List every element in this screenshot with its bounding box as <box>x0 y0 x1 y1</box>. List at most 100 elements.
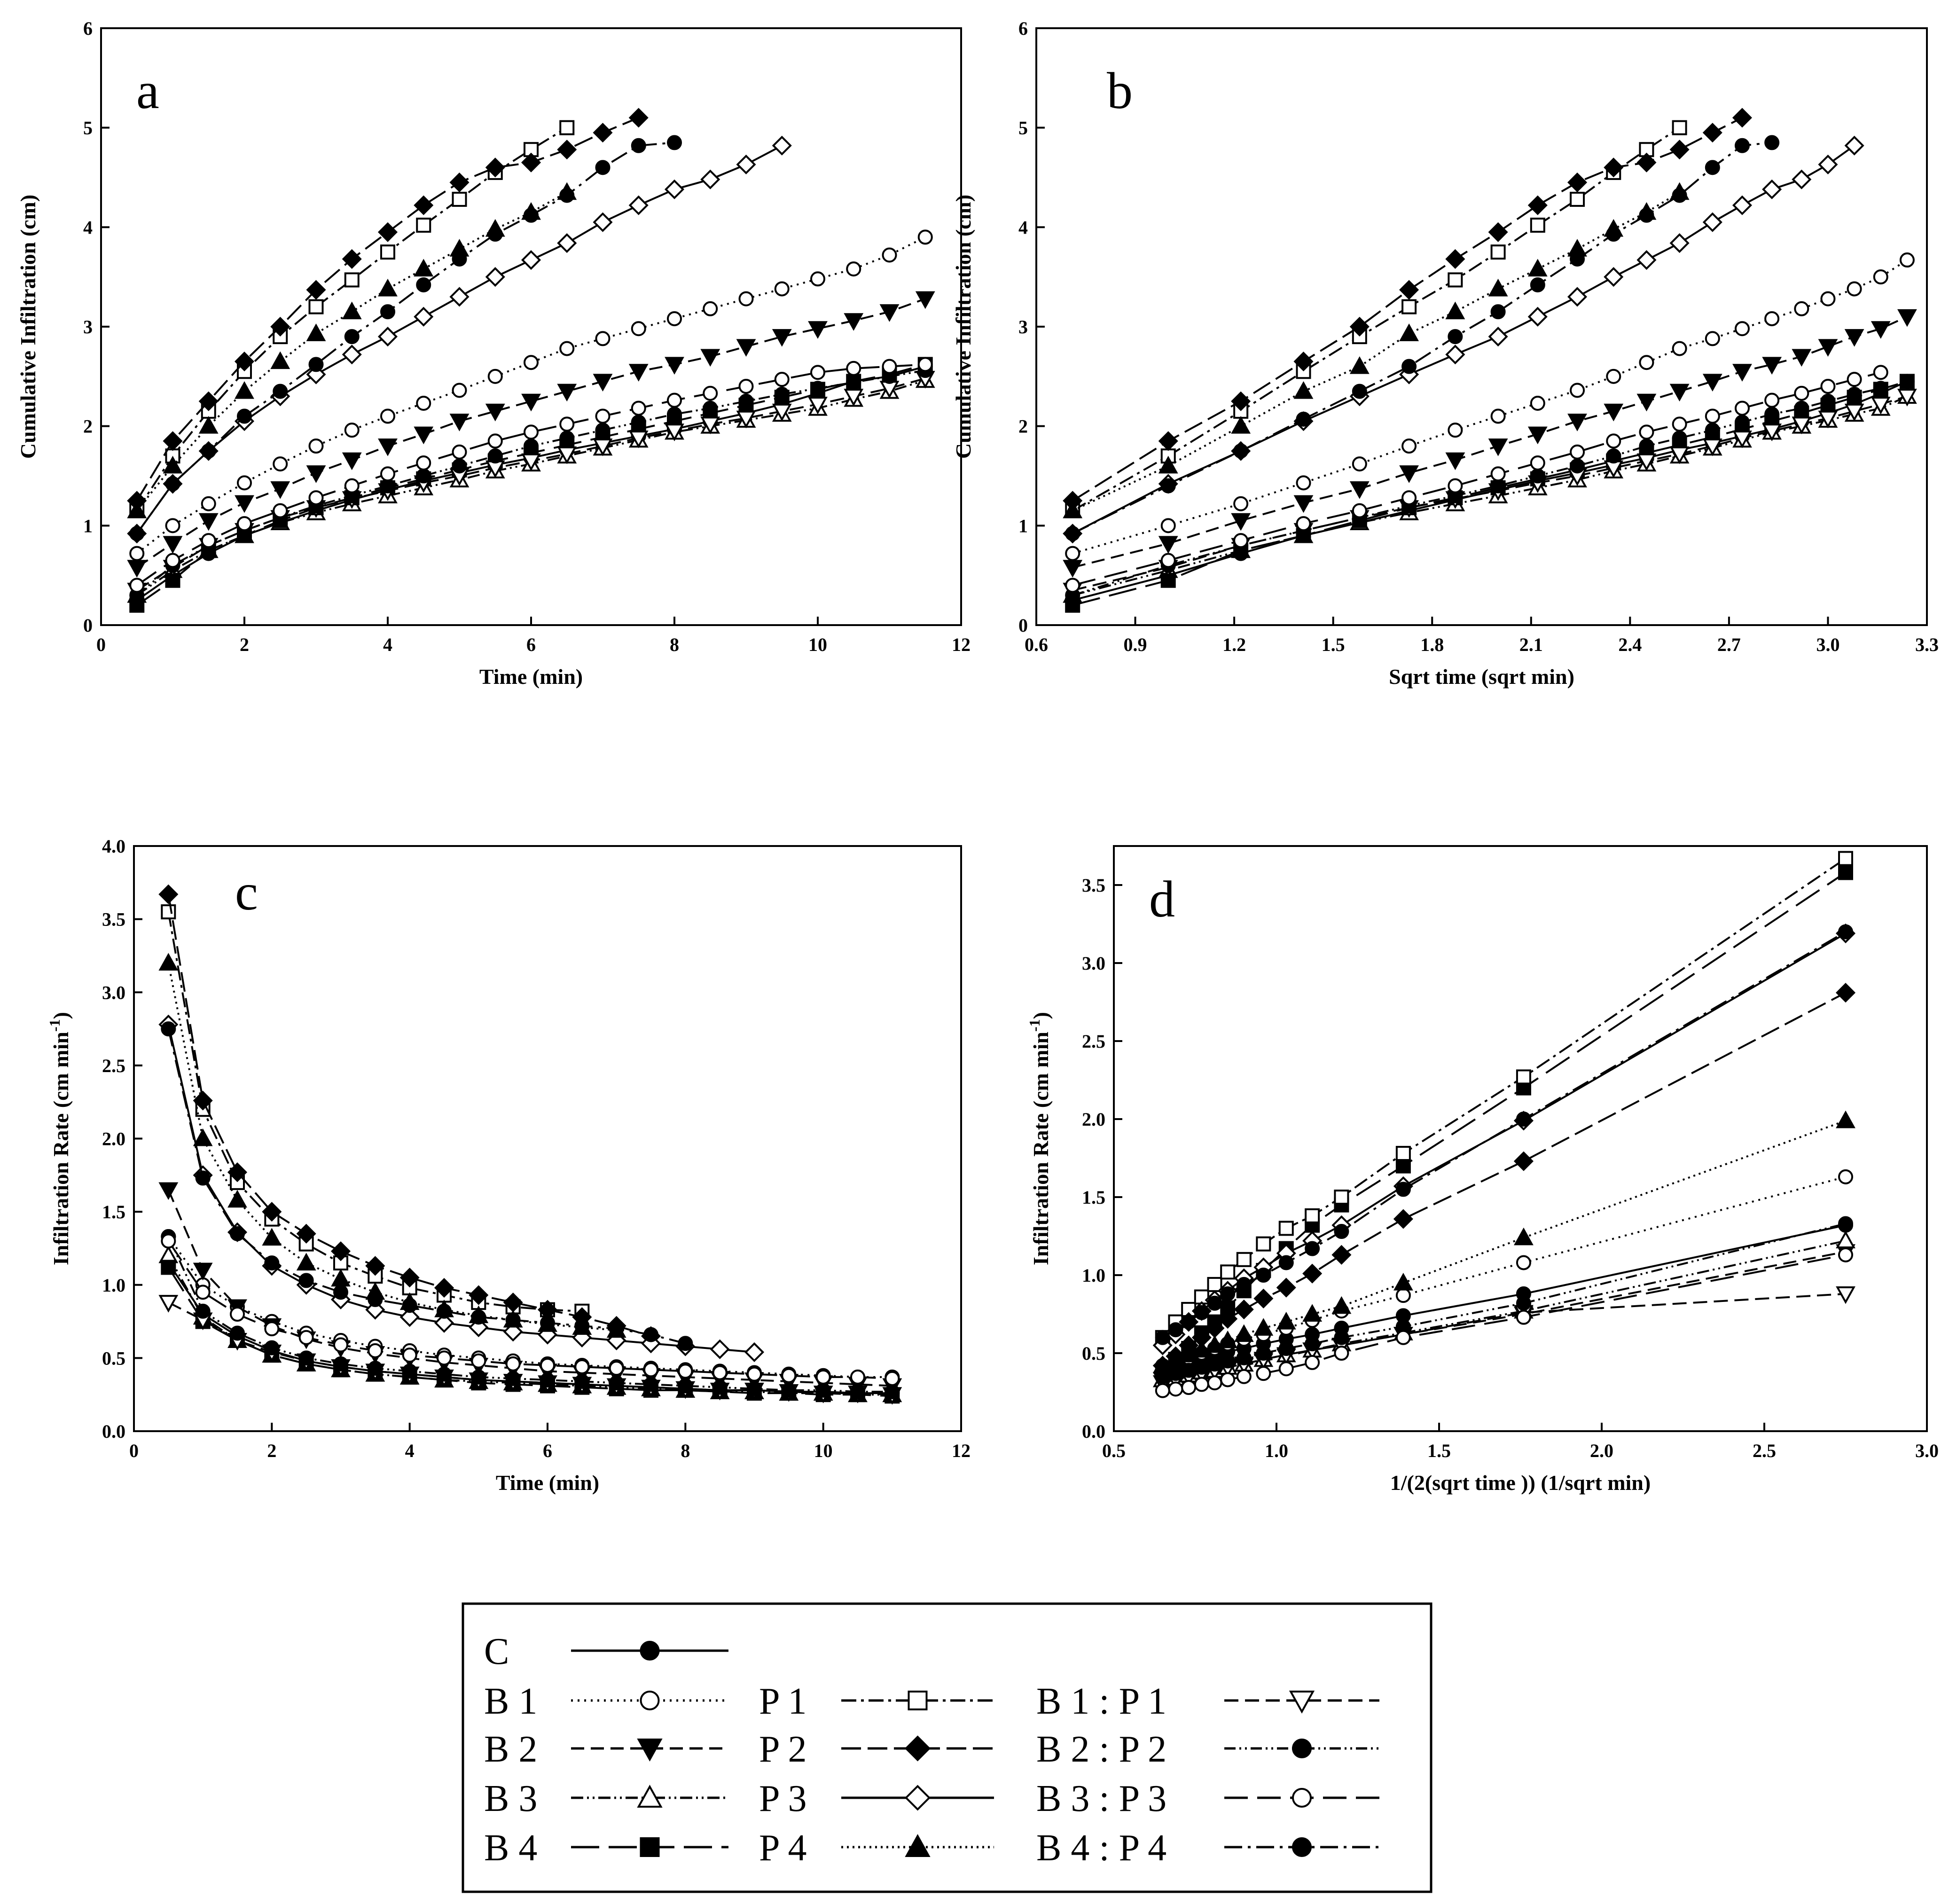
series-line <box>136 141 675 534</box>
legend-entry-b4: B 4 <box>484 1827 728 1869</box>
marker-circle <box>344 329 360 345</box>
marker-square <box>1395 1158 1411 1174</box>
series-b4-p4 <box>1065 135 1780 541</box>
series-line <box>167 1267 892 1397</box>
marker-circle <box>1448 478 1463 494</box>
marker-circle <box>1606 433 1621 449</box>
marker-circle <box>237 408 252 424</box>
marker-square <box>1395 1146 1411 1161</box>
panel-d: 0.5 1.0 1.5 2.0 2.5 3.00.00.51.01.52.02.53.03… <box>1026 845 1939 1495</box>
x-tick-label: 3.3 <box>1915 634 1939 655</box>
marker-triangle-up <box>905 1834 931 1857</box>
marker-circle <box>1490 408 1506 424</box>
marker-circle <box>703 301 718 316</box>
marker-triangle-up <box>227 1190 247 1208</box>
marker-circle <box>1168 1322 1183 1338</box>
legend-entry-b1: B 1 <box>484 1681 728 1722</box>
marker-circle <box>1155 1383 1170 1398</box>
x-tick-label: 2 <box>267 1440 276 1461</box>
marker-circle <box>1065 578 1080 593</box>
legend-label: B 3 <box>484 1778 537 1819</box>
marker-circle <box>1705 331 1720 346</box>
marker-circle <box>678 1363 693 1379</box>
series-b4-p4 <box>161 1021 693 1351</box>
legend-entry-b1-p1: B 1 : P 1 <box>1036 1681 1379 1722</box>
marker-diamond <box>227 1162 248 1183</box>
marker-circle <box>1352 384 1367 399</box>
legend-entry-p2: P 2 <box>759 1729 994 1770</box>
marker-diamond <box>904 1735 931 1762</box>
marker-circle <box>1194 1377 1209 1392</box>
marker-circle <box>1278 1255 1294 1270</box>
marker-triangle-down <box>1871 397 1891 415</box>
marker-circle <box>850 1369 865 1385</box>
marker-diamond <box>736 154 756 175</box>
marker-circle <box>1233 443 1249 459</box>
marker-diamond <box>434 1277 454 1298</box>
legend-label: B 2 : P 2 <box>1036 1729 1166 1770</box>
marker-circle <box>201 443 216 459</box>
x-tick-label: 1.0 <box>1265 1440 1288 1461</box>
marker-triangle-down <box>193 1262 213 1281</box>
marker-triangle-down <box>1844 403 1864 422</box>
marker-square <box>1899 374 1915 389</box>
marker-circle <box>437 1366 452 1382</box>
marker-circle <box>850 1384 865 1399</box>
marker-diamond <box>399 1268 420 1288</box>
series-b3-p3 <box>1155 1247 1853 1398</box>
marker-circle <box>1639 355 1654 370</box>
x-tick-label: 0 <box>129 1440 139 1461</box>
marker-diamond <box>557 140 577 160</box>
marker-circle <box>781 1382 797 1398</box>
marker-diamond <box>1567 287 1588 307</box>
y-tick-label: 3.5 <box>1082 875 1105 896</box>
marker-diamond <box>163 431 183 451</box>
marker-diamond <box>414 195 434 215</box>
marker-circle <box>1395 1330 1411 1345</box>
marker-diamond <box>270 316 290 337</box>
marker-diamond <box>306 280 326 300</box>
marker-triangle-down <box>1445 452 1465 470</box>
y-tick-label: 1 <box>1018 515 1028 536</box>
legend-entry-p1: P 1 <box>759 1681 994 1722</box>
marker-circle <box>667 311 682 327</box>
marker-circle <box>1168 1381 1183 1397</box>
marker-diamond <box>1513 1151 1534 1171</box>
legend-entry-b2-p2: B 2 : P 2 <box>1036 1729 1379 1770</box>
marker-diamond <box>399 1307 420 1327</box>
y-tick-label: 1.0 <box>1082 1265 1105 1286</box>
marker-diamond <box>710 1339 730 1359</box>
series-p3 <box>1063 135 1864 544</box>
legend-entry-b3-p3: B 3 : P 3 <box>1036 1778 1379 1819</box>
marker-circle <box>298 1330 314 1345</box>
marker-triangle-up <box>1179 1344 1199 1363</box>
marker-circle <box>1352 503 1367 518</box>
marker-triangle-up <box>342 301 362 320</box>
marker-diamond <box>1399 280 1419 300</box>
marker-circle <box>559 431 575 446</box>
series-line <box>167 1236 892 1393</box>
marker-diamond <box>1567 172 1588 193</box>
marker-circle <box>643 1377 658 1392</box>
marker-circle <box>609 1375 624 1391</box>
series-b4-p4 <box>129 135 682 541</box>
marker-circle <box>1220 1286 1236 1301</box>
marker-triangle-down <box>808 321 828 339</box>
marker-circle <box>1820 379 1836 394</box>
marker-diamond <box>342 345 362 365</box>
marker-triangle-down <box>1158 536 1178 554</box>
marker-triangle-down <box>593 374 613 392</box>
marker-circle <box>1155 1369 1170 1384</box>
marker-triangle-down <box>1732 364 1752 382</box>
marker-square <box>1838 851 1853 866</box>
series-line <box>167 963 617 1332</box>
marker-circle <box>1838 1216 1853 1231</box>
marker-triangle-down <box>772 329 792 347</box>
marker-square <box>1256 1236 1271 1252</box>
series-b3 <box>1152 1230 1855 1387</box>
marker-circle <box>505 1371 521 1386</box>
marker-triangle-down <box>1897 309 1917 327</box>
x-tick-label: 6 <box>526 634 536 655</box>
marker-circle <box>230 1307 245 1322</box>
x-tick-label: 2.0 <box>1590 1440 1613 1461</box>
